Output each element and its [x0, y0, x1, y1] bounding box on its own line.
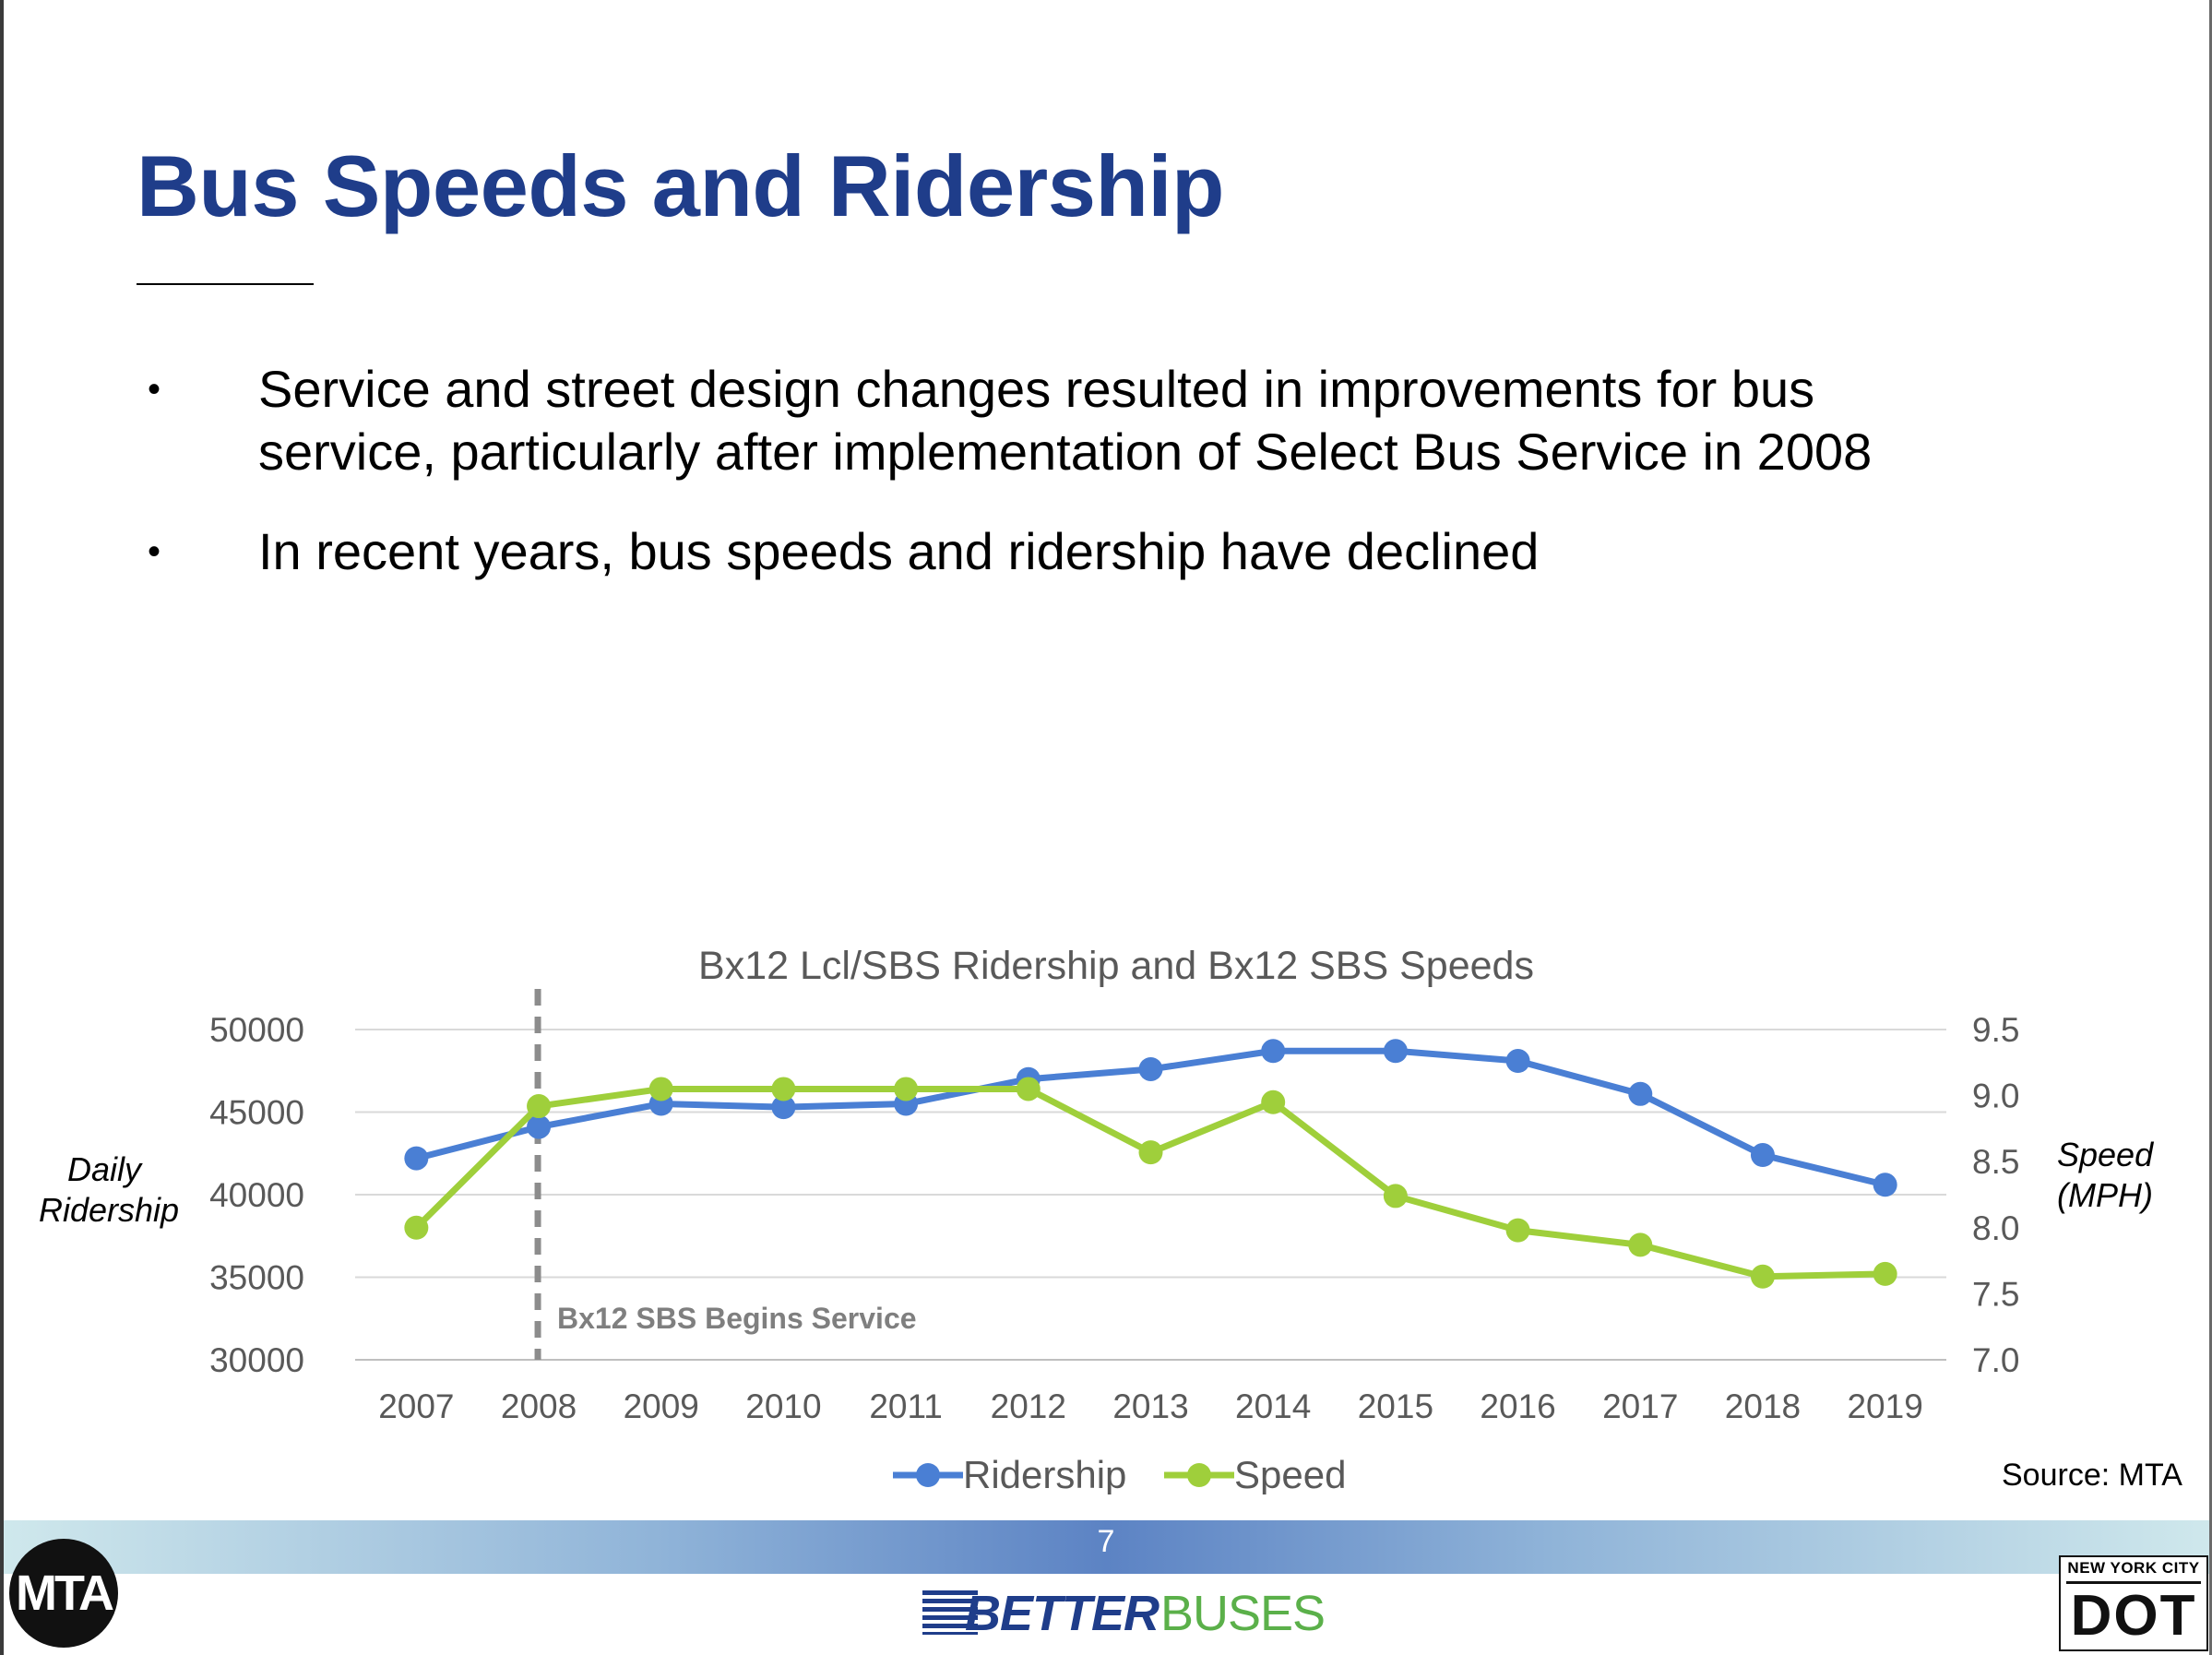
- speed-point: [1383, 1184, 1408, 1209]
- right-tick-label: 7.0: [1972, 1341, 2019, 1379]
- annotation-label: Bx12 SBS Begins Service: [557, 1302, 917, 1335]
- speed-line: [413, 1085, 1885, 1280]
- x-tick-label: 2007: [378, 1387, 454, 1425]
- ridership-point: [1628, 1081, 1653, 1106]
- ridership-point: [1873, 1173, 1897, 1197]
- left-tick-label: 50000: [209, 1011, 304, 1049]
- speed-point: [771, 1077, 796, 1101]
- x-axis-ticks: 2007 2008 2009 2010 2011 2012 2013 2014 2015 2016…: [378, 1387, 1923, 1425]
- source-note: Source: MTA: [2002, 1458, 2182, 1493]
- bullet-item: • Service and street design changes resu…: [137, 358, 1889, 483]
- x-tick-label: 2014: [1235, 1387, 1311, 1425]
- ridership-point: [1383, 1039, 1408, 1064]
- right-axis-label-line: Speed: [2057, 1136, 2154, 1173]
- right-axis-label: Speed (MPH): [2057, 1136, 2162, 1214]
- right-tick-label: 7.5: [1972, 1275, 2019, 1313]
- x-tick-label: 2019: [1847, 1387, 1922, 1425]
- speed-point: [1261, 1089, 1286, 1114]
- x-tick-label: 2017: [1602, 1387, 1678, 1425]
- nyc-dot-logo-mark: DOT: [2070, 1584, 2197, 1648]
- bullet-text: Service and street design changes result…: [258, 360, 1873, 481]
- x-tick-label: 2015: [1358, 1387, 1433, 1425]
- right-tick-label: 8.5: [1972, 1143, 2019, 1181]
- speed-point: [527, 1094, 552, 1119]
- left-tick-label: 45000: [209, 1094, 304, 1132]
- legend-swatch-marker: [916, 1463, 940, 1487]
- x-tick-label: 2012: [991, 1387, 1066, 1425]
- annotation: Bx12 SBS Begins Service: [534, 989, 917, 1360]
- page-number: 7: [1097, 1524, 1115, 1559]
- legend-swatch-marker: [1187, 1463, 1211, 1487]
- left-tick-label: 35000: [209, 1259, 304, 1297]
- legend-item-ridership: Ridership: [893, 1453, 1126, 1494]
- left-tick-label: 30000: [209, 1341, 304, 1379]
- footer-band: [4, 1520, 2209, 1574]
- speed-point: [648, 1077, 673, 1101]
- ridership-speed-chart: Bx12 Lcl/SBS Ridership and Bx12 SBS Spee…: [39, 944, 2162, 1494]
- right-tick-label: 9.5: [1972, 1011, 2019, 1049]
- speed-point: [894, 1077, 919, 1101]
- speed-point: [1873, 1261, 1897, 1286]
- speed-point: [404, 1215, 429, 1240]
- legend-label: Ridership: [963, 1453, 1126, 1494]
- x-tick-label: 2009: [624, 1387, 699, 1425]
- right-axis-ticks: 9.5 9.0 8.5 8.0 7.5 7.0: [1972, 1011, 2019, 1379]
- slide-left-border: [0, 0, 4, 1655]
- ridership-point: [1261, 1039, 1286, 1064]
- bullet-symbol: •: [148, 369, 161, 410]
- x-tick-label: 2008: [501, 1387, 577, 1425]
- title-underline: [137, 283, 314, 285]
- bullet-list: • Service and street design changes resu…: [137, 358, 1889, 620]
- speed-stripes-icon: [922, 1590, 978, 1635]
- right-tick-label: 8.0: [1972, 1209, 2019, 1247]
- mta-logo: MTA: [9, 1539, 118, 1648]
- left-axis-ticks: 50000 45000 40000 35000 30000: [209, 1011, 304, 1379]
- ridership-point: [1138, 1056, 1163, 1081]
- left-axis-label: Daily Ridership: [39, 1150, 179, 1229]
- ridership-point: [1750, 1143, 1775, 1168]
- speed-point: [1750, 1264, 1775, 1289]
- better-buses-logo-buses: BUSES: [1160, 1586, 1326, 1641]
- ridership-point: [771, 1095, 796, 1120]
- nyc-dot-logo: NEW YORK CITY DOT: [2059, 1555, 2208, 1651]
- ridership-point: [527, 1114, 552, 1139]
- ridership-point: [1505, 1049, 1530, 1074]
- speed-point: [1138, 1140, 1163, 1165]
- bullet-symbol: •: [148, 531, 161, 572]
- bullet-item: • In recent years, bus speeds and riders…: [137, 520, 1889, 583]
- x-tick-label: 2016: [1480, 1387, 1555, 1425]
- x-tick-label: 2011: [869, 1387, 943, 1425]
- series-ridership: [404, 1039, 1897, 1197]
- chart-title: Bx12 Lcl/SBS Ridership and Bx12 SBS Spee…: [698, 944, 1534, 988]
- series: [404, 1039, 1897, 1289]
- nyc-dot-logo-top: NEW YORK CITY: [2067, 1559, 2200, 1577]
- slide-right-border: [2209, 0, 2212, 1655]
- speed-point: [1016, 1077, 1041, 1101]
- left-tick-label: 40000: [209, 1176, 304, 1214]
- speed-point: [1628, 1232, 1653, 1257]
- x-tick-label: 2010: [745, 1387, 821, 1425]
- right-tick-label: 9.0: [1972, 1078, 2019, 1115]
- right-axis-label-line: (MPH): [2057, 1176, 2153, 1214]
- slide-title: Bus Speeds and Ridership: [137, 137, 1224, 234]
- speed-point: [1505, 1218, 1530, 1243]
- better-buses-logo-better: BETTER: [965, 1586, 1160, 1641]
- x-tick-label: 2018: [1725, 1387, 1801, 1425]
- bullet-text: In recent years, bus speeds and ridershi…: [258, 522, 1540, 580]
- x-tick-label: 2013: [1112, 1387, 1188, 1425]
- ridership-point: [404, 1146, 429, 1171]
- legend-item-speed: Speed: [1164, 1453, 1346, 1494]
- legend-label: Speed: [1234, 1453, 1346, 1494]
- legend: Ridership Speed: [893, 1453, 1346, 1494]
- left-axis-label-line: Daily: [67, 1150, 143, 1188]
- nyc-dot-logo-rule: [2066, 1581, 2201, 1584]
- series-speed: [404, 1077, 1897, 1289]
- left-axis-label-line: Ridership: [39, 1191, 179, 1229]
